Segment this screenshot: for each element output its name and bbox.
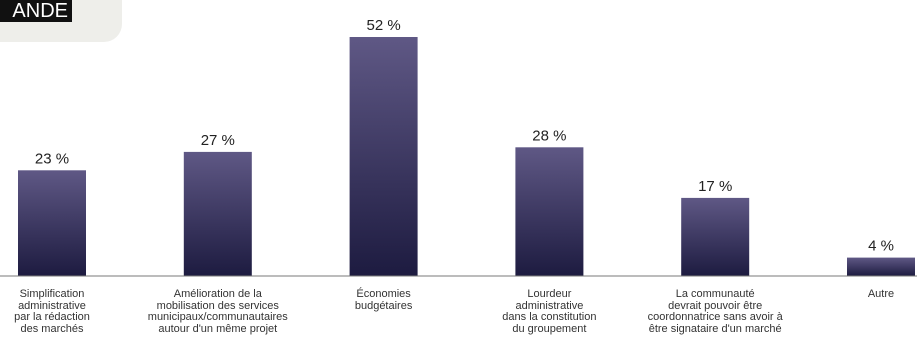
- data-label-2: 27 %: [201, 132, 235, 149]
- category-label-2: Amélioration de la mobilisation des serv…: [147, 288, 288, 335]
- bar-5: [681, 197, 750, 276]
- bar-3: [349, 37, 418, 276]
- bar-2: [183, 151, 252, 276]
- data-label-6: 4 %: [868, 238, 894, 255]
- category-label-4: Lourdeur administrative dans la constitu…: [502, 288, 597, 335]
- bar-6: [847, 257, 915, 276]
- category-label-5: La communauté devrait pouvoir être coord…: [647, 288, 783, 335]
- bar-4: [515, 147, 584, 276]
- data-label-4: 28 %: [532, 127, 566, 144]
- data-label-1: 23 %: [35, 150, 69, 167]
- header-tag: ANDE: [0, 0, 72, 22]
- category-label-6: Autre: [867, 288, 895, 300]
- bar-1: [18, 170, 86, 276]
- category-label-3: Économies budgétaires: [354, 288, 413, 312]
- data-label-5: 17 %: [698, 178, 732, 195]
- header-panel: ANDE: [0, 0, 122, 42]
- category-label-1: Simplification administrative par la réd…: [14, 288, 90, 335]
- data-label-3: 52 %: [366, 17, 400, 34]
